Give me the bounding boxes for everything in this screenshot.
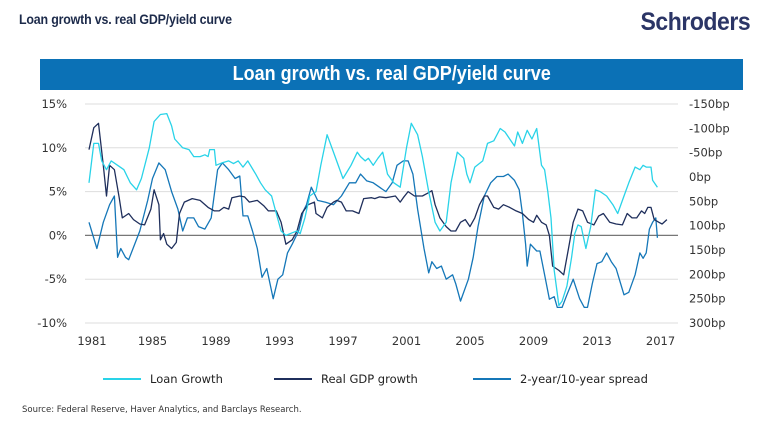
x-axis-tick-label: 1989 <box>201 334 230 348</box>
right-axis-tick-label: 0bp <box>689 170 711 184</box>
left-axis-ticks: 15% 10% 5% 0% -5% -10% <box>37 97 67 330</box>
chart-title: Loan growth vs. real GDP/yield curve <box>232 63 551 85</box>
right-axis-tick-label: 150bp <box>689 243 726 257</box>
right-axis-tick-label: 50bp <box>689 194 718 208</box>
x-axis-tick-label: 2005 <box>455 334 484 348</box>
left-axis-tick-label: 5% <box>49 185 67 199</box>
line-chart: 15% 10% 5% 0% -5% -10% -150bp -100bp -50bp 0bp 50… <box>37 97 730 348</box>
legend-swatch-real-gdp <box>274 378 312 380</box>
x-axis-tick-label: 1981 <box>77 334 106 348</box>
schroders-logo: Schroders <box>640 8 750 36</box>
right-axis-tick-label: -100bp <box>689 121 730 135</box>
right-axis-ticks: -150bp -100bp -50bp 0bp 50bp 100bp 150bp 200bp 2… <box>689 97 730 330</box>
x-axis-ticks: 1981 1985 1989 1993 1997 2001 2005 2009 2013 2017 <box>77 334 675 348</box>
right-axis-tick-label: -50bp <box>689 146 722 160</box>
left-axis-tick-label: -5% <box>45 272 67 286</box>
legend-item-spread: 2-year/10-year spread <box>473 372 648 386</box>
right-axis-tick-label: 250bp <box>689 292 726 306</box>
legend-item-loan-growth: Loan Growth <box>103 372 223 386</box>
x-axis-tick-label: 2009 <box>519 334 548 348</box>
series-lines <box>88 112 668 309</box>
spread-line <box>88 160 659 309</box>
legend: Loan Growth Real GDP growth 2-year/10-ye… <box>0 372 770 388</box>
page-title: Loan growth vs. real GDP/yield curve <box>19 12 232 27</box>
right-axis-tick-label: 200bp <box>689 267 726 281</box>
legend-label: 2-year/10-year spread <box>520 372 648 386</box>
source-note: Source: Federal Reserve, Haver Analytics… <box>22 405 302 415</box>
left-axis-tick-label: 0% <box>49 228 67 242</box>
legend-label: Loan Growth <box>150 372 223 386</box>
right-axis-tick-label: -150bp <box>689 97 730 111</box>
right-axis-tick-label: 100bp <box>689 219 726 233</box>
loan-growth-line <box>88 112 658 307</box>
left-axis-tick-label: 10% <box>41 141 67 155</box>
left-axis-tick-label: -10% <box>37 316 67 330</box>
x-axis-tick-label: 1997 <box>328 334 357 348</box>
x-axis-tick-label: 1985 <box>138 334 167 348</box>
x-axis-tick-label: 2001 <box>392 334 421 348</box>
legend-swatch-loan-growth <box>103 378 141 380</box>
chart-title-banner: Loan growth vs. real GDP/yield curve <box>40 59 743 90</box>
right-axis-tick-label: 300bp <box>689 316 726 330</box>
legend-item-real-gdp: Real GDP growth <box>274 372 418 386</box>
legend-label: Real GDP growth <box>321 372 418 386</box>
left-axis-tick-label: 15% <box>41 97 67 111</box>
x-axis-tick-label: 2017 <box>646 334 675 348</box>
x-axis-tick-label: 1993 <box>265 334 294 348</box>
legend-swatch-spread <box>473 378 511 380</box>
gridlines <box>85 103 678 324</box>
real-gdp-growth-line <box>88 122 668 276</box>
x-axis-tick-label: 2013 <box>582 334 611 348</box>
